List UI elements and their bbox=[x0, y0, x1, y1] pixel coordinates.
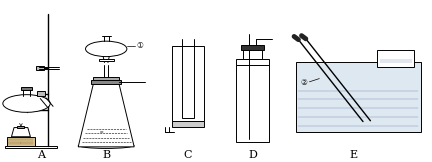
Polygon shape bbox=[78, 84, 134, 147]
Bar bbox=[172, 46, 204, 121]
Bar bbox=[17, 126, 24, 128]
Circle shape bbox=[86, 41, 127, 57]
Bar bbox=[378, 51, 414, 67]
Bar bbox=[37, 91, 45, 96]
Text: E: E bbox=[350, 150, 358, 160]
Bar bbox=[7, 137, 35, 146]
Text: C: C bbox=[184, 150, 192, 160]
Bar bbox=[99, 59, 114, 61]
Bar bbox=[241, 45, 264, 50]
Bar bbox=[21, 87, 32, 90]
Text: A: A bbox=[37, 150, 45, 160]
Bar bbox=[36, 66, 44, 70]
Bar bbox=[243, 49, 262, 58]
Bar bbox=[236, 58, 269, 65]
Text: ②: ② bbox=[300, 78, 307, 87]
Bar bbox=[236, 65, 269, 142]
Bar bbox=[93, 77, 119, 80]
Text: oo: oo bbox=[100, 130, 104, 134]
Text: B: B bbox=[102, 150, 110, 160]
Text: ①: ① bbox=[137, 41, 143, 50]
Bar bbox=[91, 80, 121, 84]
Polygon shape bbox=[12, 128, 30, 137]
Bar bbox=[172, 121, 204, 127]
Bar bbox=[182, 46, 194, 118]
Circle shape bbox=[3, 95, 50, 112]
Bar bbox=[295, 62, 420, 132]
Bar bbox=[5, 146, 57, 148]
Text: D: D bbox=[248, 150, 257, 160]
